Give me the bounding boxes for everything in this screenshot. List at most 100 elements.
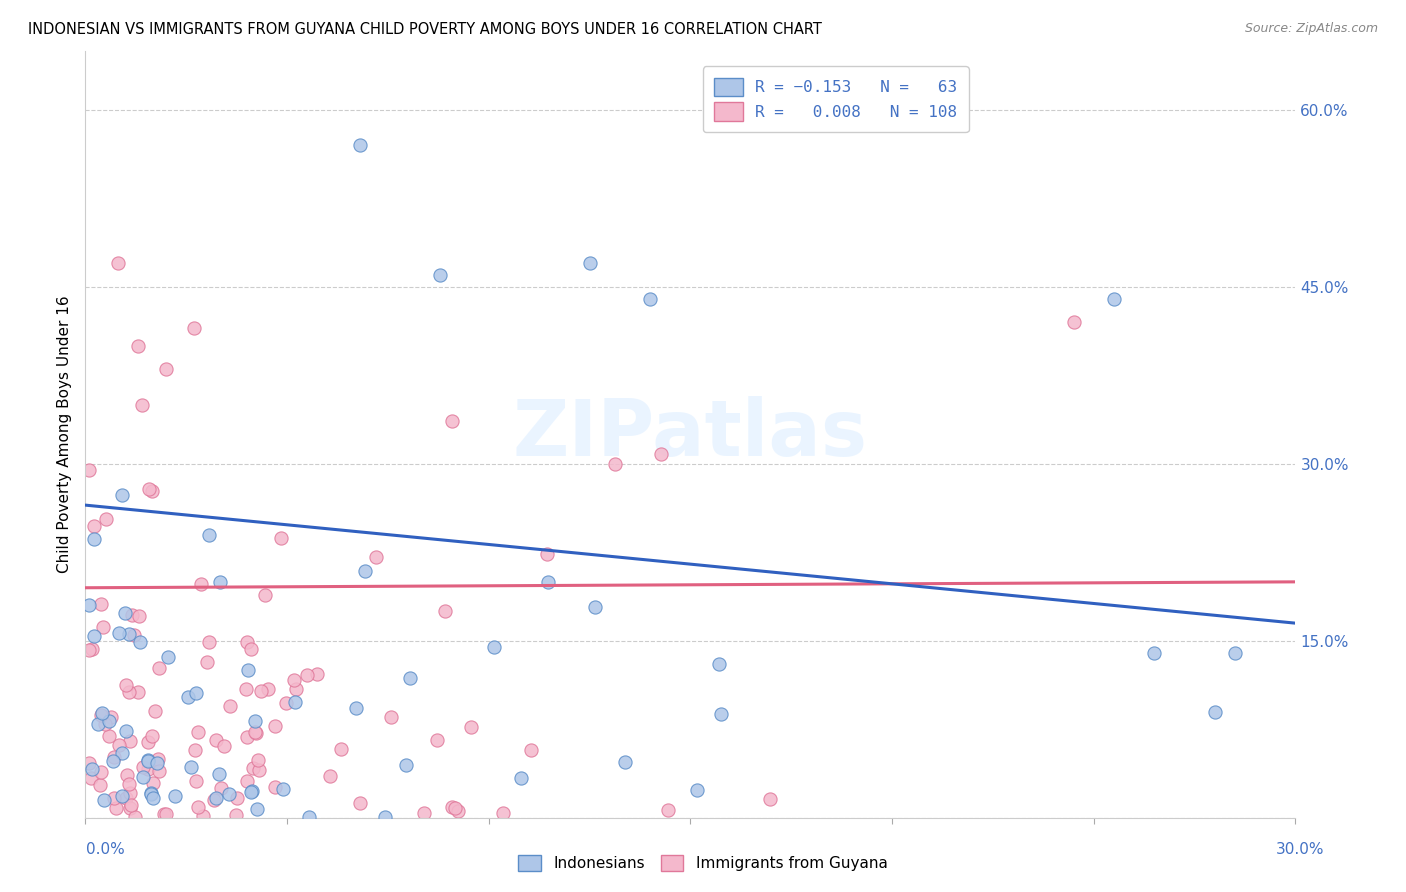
Point [413, 805, 436, 820]
Point [136, 755, 159, 769]
Point [295, 668, 318, 682]
Point [101, 754, 124, 768]
Point [155, 362, 177, 376]
Point [271, 781, 294, 796]
Point [105, 801, 128, 815]
Point [94, 512, 117, 526]
Point [276, 696, 298, 710]
Point [243, 725, 266, 739]
Point [138, 762, 160, 776]
Text: ZIPatlas: ZIPatlas [513, 396, 868, 472]
Point [246, 802, 269, 816]
Point [141, 788, 163, 802]
Point [443, 801, 465, 815]
Point [115, 790, 138, 805]
Point [283, 673, 305, 687]
Point [190, 576, 212, 591]
Point [115, 678, 138, 692]
Point [111, 747, 134, 761]
Point [1223, 646, 1246, 660]
Point [138, 483, 160, 497]
Point [1204, 705, 1226, 719]
Point [80, 762, 103, 776]
Point [519, 742, 541, 756]
Point [212, 739, 235, 753]
Point [115, 768, 138, 782]
Point [103, 750, 125, 764]
Point [441, 414, 464, 428]
Point [482, 640, 505, 655]
Point [257, 682, 280, 697]
Point [284, 695, 307, 709]
Point [131, 398, 153, 412]
Point [193, 809, 215, 823]
Point [202, 793, 225, 807]
Point [83, 532, 105, 546]
Point [759, 792, 782, 806]
Point [1063, 315, 1085, 329]
Point [583, 599, 606, 614]
Point [491, 806, 513, 821]
Point [111, 488, 134, 502]
Point [107, 256, 129, 270]
Point [177, 690, 200, 704]
Point [657, 804, 679, 818]
Point [429, 268, 451, 282]
Point [710, 706, 733, 721]
Point [148, 661, 170, 675]
Point [153, 807, 176, 822]
Point [240, 783, 263, 797]
Point [398, 671, 420, 685]
Point [118, 777, 141, 791]
Point [433, 604, 456, 618]
Point [243, 714, 266, 728]
Point [103, 791, 125, 805]
Point [270, 531, 292, 545]
Point [141, 729, 163, 743]
Point [263, 719, 285, 733]
Point [132, 770, 155, 784]
Point [121, 607, 143, 622]
Point [318, 769, 340, 783]
Point [195, 655, 218, 669]
Point [578, 256, 600, 270]
Point [298, 810, 321, 824]
Point [163, 789, 186, 803]
Point [107, 738, 129, 752]
Point [136, 754, 159, 768]
Point [198, 634, 221, 648]
Point [98, 714, 121, 728]
Point [207, 766, 229, 780]
Point [122, 628, 145, 642]
Point [89, 778, 111, 792]
Point [148, 752, 170, 766]
Point [1102, 292, 1125, 306]
Point [90, 708, 112, 723]
Point [510, 771, 533, 785]
Point [209, 574, 232, 589]
Point [155, 806, 177, 821]
Point [247, 753, 270, 767]
Point [235, 681, 257, 696]
Point [205, 791, 228, 805]
Text: 0.0%: 0.0% [86, 842, 125, 856]
Point [218, 699, 240, 714]
Point [240, 642, 263, 657]
Point [650, 447, 672, 461]
Point [83, 629, 105, 643]
Point [249, 764, 271, 778]
Point [536, 548, 558, 562]
Point [446, 804, 468, 818]
Point [118, 684, 141, 698]
Point [127, 339, 149, 353]
Point [118, 786, 141, 800]
Point [264, 780, 287, 794]
Point [118, 800, 141, 814]
Point [236, 731, 259, 745]
Point [136, 735, 159, 749]
Point [1143, 646, 1166, 660]
Point [426, 732, 449, 747]
Point [148, 764, 170, 778]
Point [79, 756, 101, 770]
Point [79, 643, 101, 657]
